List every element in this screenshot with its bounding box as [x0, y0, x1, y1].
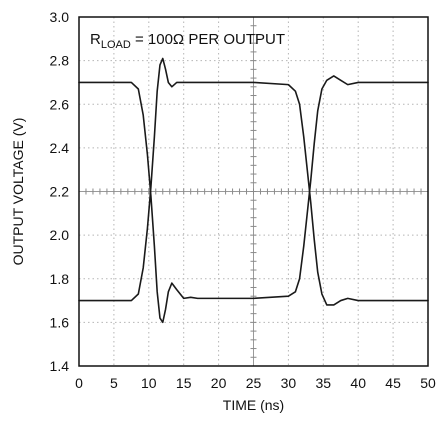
y-tick-label: 3.0	[50, 9, 70, 25]
y-tick-label: 2.4	[50, 140, 70, 156]
x-tick-labels: 0 5 10 15 20 25 30 35 40 45 50	[75, 375, 436, 391]
annotation-suffix: = 100Ω PER OUTPUT	[131, 31, 285, 48]
y-tick-label: 2.2	[50, 184, 70, 200]
annotation-subscript: LOAD	[101, 39, 131, 51]
y-tick-label: 1.8	[50, 271, 70, 287]
x-tick-label: 0	[75, 375, 83, 391]
y-tick-label: 2.8	[50, 53, 70, 69]
x-tick-label: 25	[246, 375, 262, 391]
load-annotation: RLOAD = 100Ω PER OUTPUT	[90, 31, 285, 51]
x-tick-label: 30	[281, 375, 297, 391]
series-layer	[78, 57, 429, 324]
series-line-2	[78, 57, 429, 306]
annotation-prefix: R	[90, 31, 101, 48]
x-tick-label: 40	[350, 375, 366, 391]
center-axis-minor-ticks	[78, 16, 429, 367]
x-tick-label: 45	[385, 375, 401, 391]
x-tick-label: 50	[420, 375, 436, 391]
x-tick-label: 5	[110, 375, 118, 391]
y-tick-label: 2.6	[50, 96, 70, 112]
series-line-1	[78, 75, 429, 324]
x-tick-label: 35	[316, 375, 332, 391]
x-tick-label: 10	[141, 375, 157, 391]
y-tick-label: 1.6	[50, 314, 70, 330]
x-tick-label: 20	[211, 375, 227, 391]
plot-frame	[78, 16, 429, 367]
y-tick-label: 1.4	[50, 358, 70, 374]
y-tick-label: 2.0	[50, 227, 70, 243]
x-tick-label: 15	[176, 375, 192, 391]
x-axis-title: TIME (ns)	[223, 397, 284, 413]
y-axis-title: OUTPUT VOLTAGE (V)	[10, 118, 26, 266]
y-tick-labels: 1.4 1.6 1.8 2.0 2.2 2.4 2.6 2.8 3.0	[50, 9, 70, 374]
